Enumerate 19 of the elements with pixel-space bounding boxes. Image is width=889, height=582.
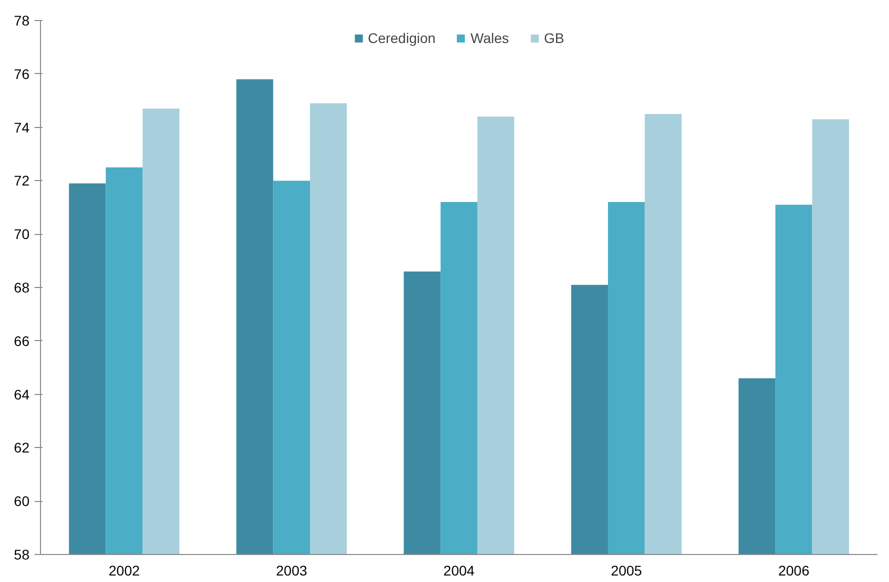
y-tick-label: 62 — [14, 440, 30, 456]
y-tick-label: 64 — [14, 386, 30, 402]
y-tick-label: 76 — [14, 66, 30, 82]
x-tick-label: 2003 — [276, 562, 308, 578]
y-tick-label: 58 — [14, 546, 30, 562]
y-tick-label: 66 — [14, 332, 30, 349]
x-tick-label: 2006 — [778, 562, 810, 578]
y-tick-label: 78 — [14, 12, 30, 28]
y-tick-label: 60 — [14, 493, 30, 510]
y-tick-label: 68 — [14, 280, 30, 296]
y-tick-label: 72 — [14, 172, 30, 189]
legend-label: GB — [544, 30, 564, 46]
legend-label: Ceredigion — [368, 30, 436, 46]
legend-label: Wales — [470, 30, 509, 46]
y-tick-label: 74 — [14, 119, 30, 136]
x-tick-label: 2004 — [443, 562, 475, 578]
x-tick-label: 2005 — [610, 562, 642, 578]
x-tick-label: 2002 — [108, 562, 140, 578]
y-tick-label: 70 — [14, 226, 30, 242]
